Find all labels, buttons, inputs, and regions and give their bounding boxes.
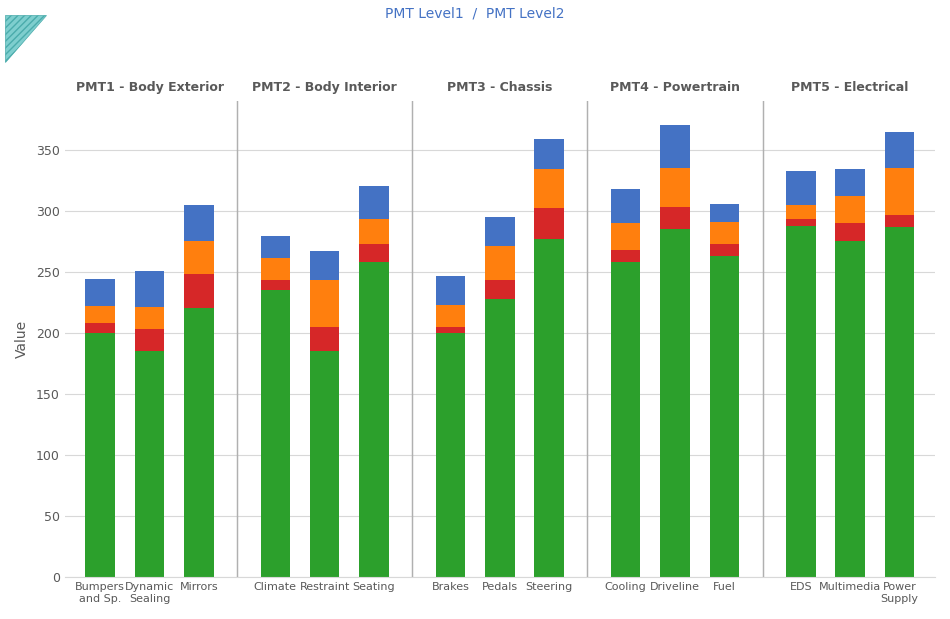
Bar — [135, 307, 164, 329]
Bar — [611, 223, 640, 250]
Bar — [884, 132, 914, 168]
Bar — [611, 262, 640, 577]
Bar — [86, 323, 115, 333]
Bar — [436, 275, 466, 305]
Bar — [835, 223, 864, 241]
Bar — [260, 236, 290, 259]
Bar — [884, 215, 914, 227]
Bar — [786, 205, 816, 219]
Bar — [184, 241, 214, 274]
Bar — [184, 205, 214, 241]
Bar — [535, 170, 564, 209]
Bar — [884, 227, 914, 577]
Bar — [660, 229, 690, 577]
Y-axis label: Value: Value — [15, 320, 29, 358]
Bar — [359, 244, 389, 262]
Bar — [260, 290, 290, 577]
Bar — [710, 222, 739, 244]
Bar — [660, 207, 690, 229]
Bar — [86, 279, 115, 306]
Bar — [485, 246, 515, 280]
Bar — [786, 219, 816, 225]
Bar — [135, 271, 164, 307]
Bar — [359, 186, 389, 219]
Bar — [786, 171, 816, 205]
Bar — [710, 244, 739, 256]
Bar — [660, 168, 690, 207]
Bar — [310, 351, 339, 577]
Bar — [359, 262, 389, 577]
Bar — [135, 329, 164, 351]
Bar — [710, 204, 739, 222]
Bar — [310, 280, 339, 327]
Bar — [436, 305, 466, 327]
Bar — [835, 170, 864, 196]
Bar — [485, 280, 515, 299]
Bar — [184, 308, 214, 577]
Bar — [485, 299, 515, 577]
Bar — [436, 327, 466, 333]
Bar — [86, 306, 115, 323]
Text: PMT Level1  /  PMT Level2: PMT Level1 / PMT Level2 — [386, 6, 564, 20]
Bar — [535, 209, 564, 239]
Bar — [310, 327, 339, 351]
Bar — [359, 219, 389, 244]
Bar — [485, 217, 515, 246]
Bar — [535, 239, 564, 577]
Bar — [786, 225, 816, 577]
Bar — [535, 139, 564, 170]
Bar — [611, 189, 640, 223]
Bar — [436, 333, 466, 577]
Bar — [611, 250, 640, 262]
Bar — [260, 259, 290, 280]
Bar — [86, 333, 115, 577]
Bar — [710, 256, 739, 577]
Bar — [835, 241, 864, 577]
Bar — [184, 274, 214, 308]
Bar — [660, 126, 690, 168]
Bar — [260, 280, 290, 290]
Bar — [135, 351, 164, 577]
Bar — [835, 196, 864, 223]
Bar — [884, 168, 914, 215]
Bar — [310, 251, 339, 280]
